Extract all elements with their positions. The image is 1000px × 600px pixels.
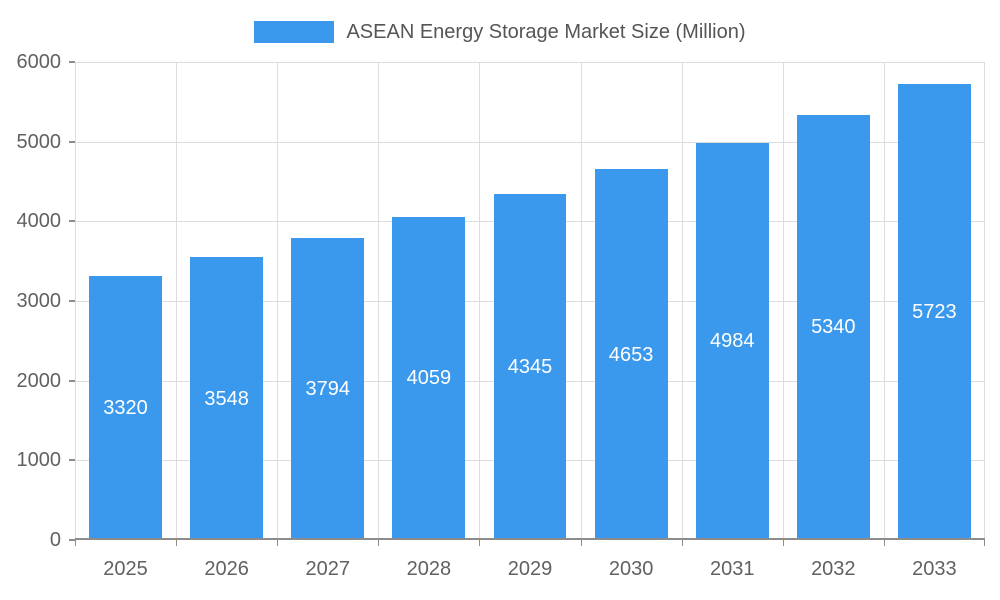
y-axis: 0 1000 2000 3000 4000 5000 6000 bbox=[0, 51, 75, 551]
bar-2032[interactable]: 5340 bbox=[796, 114, 870, 540]
y-tick-mark bbox=[69, 539, 75, 541]
plot-area: 3320 3548 3794 4059 4345 4653 4984 5340 5723 bbox=[75, 62, 985, 540]
bar-2025[interactable]: 3320 bbox=[89, 275, 162, 540]
gridline-vertical bbox=[783, 62, 784, 540]
bar-value-label: 4059 bbox=[406, 367, 452, 390]
gridline-vertical bbox=[984, 62, 985, 540]
y-tick-label-0: 0 bbox=[49, 529, 61, 551]
y-tick-label-3000: 3000 bbox=[16, 290, 62, 312]
bar-2031[interactable]: 4984 bbox=[695, 142, 769, 540]
y-tick-mark bbox=[69, 300, 75, 302]
gridline-vertical bbox=[176, 62, 177, 540]
x-tick-label-2028: 2028 bbox=[406, 558, 452, 580]
bar-2030[interactable]: 4653 bbox=[594, 169, 668, 540]
gridline-vertical bbox=[378, 62, 379, 540]
bar-value-label: 4984 bbox=[709, 330, 755, 353]
y-tick-mark bbox=[69, 220, 75, 223]
y-tick-mark bbox=[69, 459, 75, 462]
gridline-vertical bbox=[682, 62, 683, 540]
x-tick-label-2026: 2026 bbox=[204, 558, 249, 580]
gridline-vertical bbox=[75, 62, 76, 540]
x-axis-line bbox=[75, 538, 985, 540]
y-tick-mark bbox=[69, 379, 75, 382]
bar-2027[interactable]: 3794 bbox=[291, 237, 365, 540]
bar-value-label: 3320 bbox=[103, 396, 148, 419]
legend-label: ASEAN Energy Storage Market Size (Millio… bbox=[346, 20, 746, 43]
y-tick-label-4000: 4000 bbox=[16, 210, 62, 233]
legend[interactable]: ASEAN Energy Storage Market Size (Millio… bbox=[0, 18, 1000, 46]
x-tick-mark bbox=[479, 540, 480, 546]
gridline-horizontal bbox=[75, 62, 985, 63]
bar-value-label: 5340 bbox=[811, 316, 856, 339]
bar-value-label: 3794 bbox=[305, 377, 351, 400]
x-tick-label-2031: 2031 bbox=[709, 558, 755, 580]
x-tick-label-2029: 2029 bbox=[507, 558, 553, 580]
x-axis: 2025 2026 2027 2028 2029 2030 2031 2032 2033 bbox=[75, 540, 985, 600]
gridline-vertical bbox=[277, 62, 278, 540]
x-tick-mark bbox=[783, 540, 784, 546]
bar-2029[interactable]: 4345 bbox=[493, 193, 567, 540]
y-tick-mark bbox=[69, 61, 75, 63]
x-tick-mark bbox=[682, 540, 683, 546]
y-tick-label-2000: 2000 bbox=[16, 369, 62, 392]
x-tick-label-2025: 2025 bbox=[103, 558, 148, 580]
gridline-vertical bbox=[884, 62, 885, 540]
gridline-vertical bbox=[479, 62, 480, 540]
x-tick-label-2033: 2033 bbox=[912, 558, 957, 580]
bar-value-label: 4653 bbox=[608, 343, 654, 366]
x-tick-mark bbox=[277, 540, 278, 546]
x-tick-label-2030: 2030 bbox=[608, 558, 654, 580]
x-tick-mark bbox=[75, 540, 76, 546]
x-tick-mark bbox=[984, 540, 985, 546]
x-tick-mark bbox=[378, 540, 379, 546]
y-tick-label-5000: 5000 bbox=[16, 130, 62, 153]
x-tick-label-2027: 2027 bbox=[305, 558, 351, 580]
y-tick-label-6000: 6000 bbox=[16, 51, 62, 73]
bar-2033[interactable]: 5723 bbox=[898, 84, 971, 540]
gridline-horizontal bbox=[75, 141, 985, 143]
bar-value-label: 5723 bbox=[912, 301, 957, 324]
legend-swatch-icon bbox=[254, 21, 335, 43]
gridline-vertical bbox=[581, 62, 582, 540]
bar-value-label: 3548 bbox=[204, 387, 249, 410]
x-tick-mark bbox=[884, 540, 885, 546]
bar-2026[interactable]: 3548 bbox=[190, 257, 264, 540]
y-tick-label-1000: 1000 bbox=[16, 449, 62, 472]
x-tick-label-2032: 2032 bbox=[811, 558, 856, 580]
bar-value-label: 4345 bbox=[507, 355, 553, 378]
x-tick-mark bbox=[581, 540, 582, 546]
bar-2028[interactable]: 4059 bbox=[392, 216, 466, 540]
x-tick-mark bbox=[176, 540, 177, 546]
y-tick-mark bbox=[69, 140, 75, 143]
